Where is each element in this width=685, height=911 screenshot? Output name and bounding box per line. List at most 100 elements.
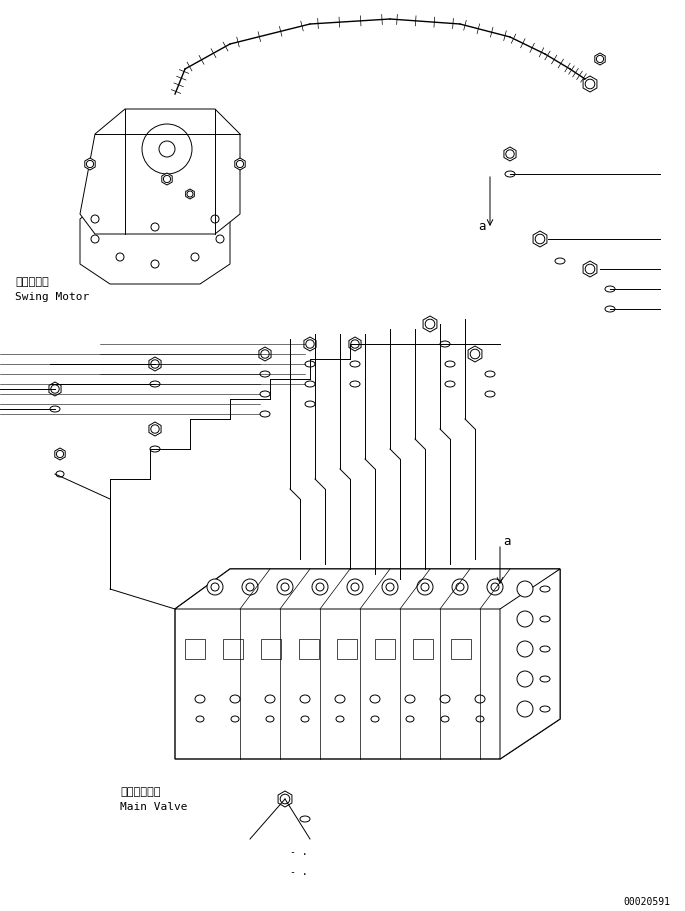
Circle shape	[211, 216, 219, 224]
Polygon shape	[80, 110, 240, 235]
Ellipse shape	[540, 676, 550, 682]
Ellipse shape	[336, 716, 344, 722]
Polygon shape	[186, 189, 195, 200]
Circle shape	[242, 579, 258, 596]
Circle shape	[517, 671, 533, 687]
Ellipse shape	[371, 716, 379, 722]
Circle shape	[456, 583, 464, 591]
Ellipse shape	[266, 716, 274, 722]
Ellipse shape	[440, 342, 450, 348]
Circle shape	[246, 583, 254, 591]
Polygon shape	[468, 346, 482, 363]
Circle shape	[517, 701, 533, 717]
Ellipse shape	[605, 287, 615, 292]
Polygon shape	[504, 148, 516, 162]
Polygon shape	[85, 159, 95, 171]
Circle shape	[535, 235, 545, 244]
Ellipse shape	[56, 472, 64, 477]
Circle shape	[425, 320, 435, 330]
Text: メインバルブ: メインバルブ	[120, 786, 160, 796]
Circle shape	[151, 224, 159, 231]
Circle shape	[142, 125, 192, 175]
Ellipse shape	[300, 695, 310, 703]
Circle shape	[316, 583, 324, 591]
Circle shape	[585, 265, 595, 274]
Bar	[223, 640, 243, 660]
Polygon shape	[149, 358, 161, 372]
Bar	[375, 640, 395, 660]
Polygon shape	[259, 348, 271, 362]
Polygon shape	[149, 423, 161, 436]
Ellipse shape	[476, 716, 484, 722]
Ellipse shape	[540, 617, 550, 622]
Circle shape	[386, 583, 394, 591]
Circle shape	[116, 254, 124, 261]
Ellipse shape	[350, 362, 360, 368]
Circle shape	[159, 142, 175, 158]
Text: a: a	[503, 535, 510, 548]
Bar	[185, 640, 205, 660]
Circle shape	[470, 350, 479, 360]
Ellipse shape	[445, 362, 455, 368]
Ellipse shape	[150, 446, 160, 453]
Text: - .: - .	[290, 846, 308, 856]
Ellipse shape	[305, 362, 315, 368]
Circle shape	[347, 579, 363, 596]
Text: Swing Motor: Swing Motor	[15, 292, 89, 302]
Ellipse shape	[260, 392, 270, 397]
Ellipse shape	[370, 695, 380, 703]
Circle shape	[151, 261, 159, 269]
Circle shape	[164, 176, 171, 183]
Ellipse shape	[605, 307, 615, 312]
Ellipse shape	[555, 259, 565, 265]
Polygon shape	[349, 338, 361, 352]
Ellipse shape	[50, 406, 60, 413]
Ellipse shape	[230, 695, 240, 703]
Circle shape	[452, 579, 468, 596]
Text: 旋回モータ: 旋回モータ	[15, 277, 49, 287]
Circle shape	[151, 361, 159, 369]
Text: Main Valve: Main Valve	[120, 801, 188, 811]
Circle shape	[236, 161, 244, 169]
Polygon shape	[49, 383, 61, 396]
Bar	[413, 640, 433, 660]
Ellipse shape	[505, 172, 515, 178]
Polygon shape	[175, 569, 560, 609]
Ellipse shape	[406, 716, 414, 722]
Circle shape	[51, 385, 59, 394]
Polygon shape	[162, 174, 172, 186]
Circle shape	[207, 579, 223, 596]
Bar	[299, 640, 319, 660]
Ellipse shape	[260, 412, 270, 417]
Ellipse shape	[300, 816, 310, 822]
Ellipse shape	[540, 587, 550, 592]
Polygon shape	[500, 569, 560, 759]
Circle shape	[151, 425, 159, 434]
Ellipse shape	[540, 646, 550, 652]
Circle shape	[91, 216, 99, 224]
Bar	[261, 640, 281, 660]
Circle shape	[517, 611, 533, 628]
Ellipse shape	[405, 695, 415, 703]
Ellipse shape	[485, 372, 495, 377]
Circle shape	[312, 579, 328, 596]
Polygon shape	[55, 448, 65, 460]
Circle shape	[216, 236, 224, 244]
Circle shape	[487, 579, 503, 596]
Ellipse shape	[265, 695, 275, 703]
Polygon shape	[533, 231, 547, 248]
Polygon shape	[175, 569, 560, 759]
Ellipse shape	[441, 716, 449, 722]
Polygon shape	[235, 159, 245, 171]
Polygon shape	[423, 317, 437, 333]
Circle shape	[191, 254, 199, 261]
Ellipse shape	[485, 392, 495, 397]
Circle shape	[211, 583, 219, 591]
Circle shape	[491, 583, 499, 591]
Ellipse shape	[150, 382, 160, 387]
Polygon shape	[583, 77, 597, 93]
Circle shape	[56, 451, 64, 458]
Text: - .: - .	[290, 866, 308, 876]
Circle shape	[351, 583, 359, 591]
Circle shape	[280, 794, 290, 804]
